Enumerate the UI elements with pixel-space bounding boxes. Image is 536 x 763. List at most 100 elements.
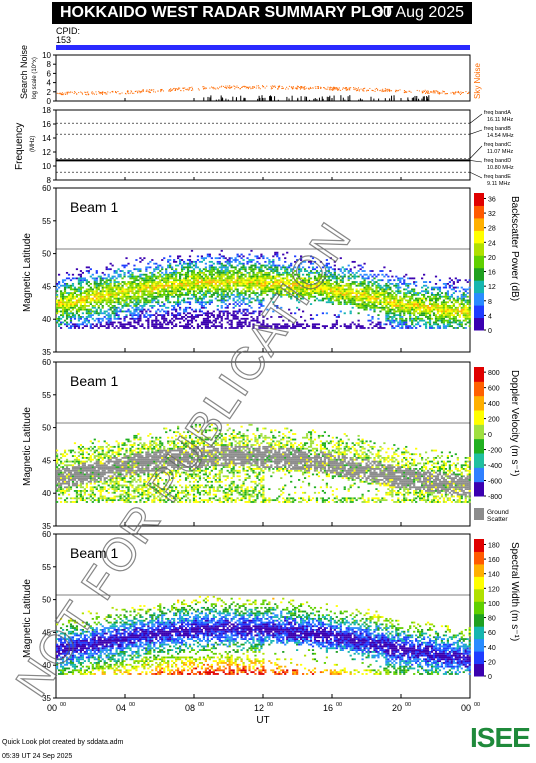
power-panel-cell: [101, 288, 104, 291]
power-panel-cell: [123, 317, 126, 320]
noise-point: [292, 88, 294, 90]
power-panel-cell: [430, 306, 434, 309]
power-panel-cell: [63, 279, 67, 282]
power-panel-cell: [232, 316, 235, 318]
power-panel-cell: [359, 264, 362, 267]
power-panel-cell: [56, 294, 59, 296]
power-panel-cell: [244, 279, 247, 282]
velocity-panel-cell: [71, 497, 75, 500]
power-panel-cell: [403, 288, 406, 291]
power-panel-cell: [119, 286, 122, 289]
power-panel-cell: [216, 275, 219, 278]
power-panel-cell: [290, 275, 293, 278]
power-panel-cell: [385, 273, 388, 276]
power-panel-cell: [329, 266, 332, 269]
power-panel-cell: [171, 314, 174, 317]
power-panel-cell: [468, 286, 471, 289]
velocity-panel-cell: [69, 449, 73, 452]
power-panel-cell: [244, 268, 247, 271]
power-panel-cell: [123, 325, 126, 328]
power-panel-cell: [278, 292, 281, 294]
velocity-panel-cell: [75, 501, 79, 503]
noise-point: [259, 88, 261, 90]
power-panel-cell: [190, 284, 194, 287]
power-panel-cell: [335, 295, 338, 298]
power-panel-cell: [147, 323, 150, 326]
power-panel-cell: [298, 294, 301, 296]
power-panel-cell: [363, 308, 366, 311]
noise-bar: [221, 99, 223, 101]
noise-bar: [243, 97, 245, 101]
power-panel-cell: [192, 273, 196, 276]
power-panel-cell: [57, 310, 61, 313]
power-panel-cell: [428, 295, 432, 298]
velocity-panel-cell: [71, 449, 75, 452]
power-panel-cell: [301, 286, 305, 289]
power-panel-cell: [93, 294, 96, 296]
power-panel-cell: [163, 305, 166, 307]
velocity-panel-cell: [75, 458, 79, 461]
power-panel-cell: [125, 323, 128, 326]
power-panel-cell: [194, 297, 198, 300]
power-panel-cell: [252, 292, 255, 294]
power-panel-cell: [333, 271, 336, 274]
power-panel-cell: [365, 288, 368, 291]
power-panel-cell: [458, 314, 461, 317]
power-panel-cell: [276, 323, 279, 326]
noise-point: [212, 87, 214, 89]
power-panel-cell: [153, 281, 156, 283]
power-panel-cell: [244, 297, 247, 300]
power-panel-cell: [325, 294, 328, 296]
power-panel-cell: [311, 292, 315, 294]
power-panel-cell: [319, 275, 323, 278]
power-panel-cell: [230, 321, 233, 324]
power-panel-cell: [194, 301, 198, 304]
power-panel-cell: [272, 260, 275, 263]
power-panel-cell: [220, 262, 223, 265]
power-panel-cell: [288, 294, 291, 296]
power-panel-cell: [194, 286, 198, 289]
power-panel-cell: [151, 259, 154, 261]
power-panel-cell: [224, 327, 227, 329]
power-panel-cell: [121, 325, 124, 328]
power-panel-cell: [67, 308, 71, 311]
power-panel-cell: [335, 290, 338, 293]
noise-point: [160, 89, 162, 91]
power-panel-cell: [403, 281, 406, 283]
power-panel-cell: [254, 275, 257, 278]
power-panel-cell: [250, 259, 253, 261]
power-panel-colorbar-tick-label: 8: [488, 299, 492, 306]
power-panel-cell: [59, 305, 63, 307]
noise-point: [81, 92, 83, 94]
power-panel-cell: [361, 266, 364, 269]
power-panel-cell: [202, 259, 205, 261]
velocity-panel-cell: [69, 488, 73, 491]
power-panel-cell: [139, 268, 142, 271]
power-panel-cell: [434, 299, 438, 302]
power-panel-cell: [79, 288, 83, 291]
power-panel-cell: [171, 288, 174, 291]
power-panel-cell: [262, 270, 265, 272]
noise-point: [302, 86, 304, 88]
power-panel-cell: [234, 282, 237, 285]
power-panel-cell: [163, 321, 166, 324]
power-panel-cell: [375, 290, 378, 293]
power-panel-cell: [246, 290, 249, 293]
power-panel-cell: [462, 297, 465, 300]
power-panel-cell: [466, 308, 469, 311]
power-panel-cell: [462, 294, 465, 296]
power-panel-cell: [75, 290, 79, 293]
power-panel-cell: [383, 327, 386, 329]
power-panel-cell: [254, 281, 257, 283]
power-panel-cell: [305, 323, 309, 326]
power-panel-cell: [238, 301, 241, 304]
power-panel-cell: [71, 305, 75, 307]
power-panel-cell: [430, 292, 434, 294]
power-panel-cell: [236, 323, 239, 326]
power-panel-colorbar-tick-label: 4: [488, 313, 492, 320]
power-panel-cell: [107, 292, 110, 294]
noise-point: [304, 88, 306, 90]
power-panel-cell: [171, 273, 174, 276]
power-panel-cell: [296, 284, 299, 287]
noise-point: [117, 90, 119, 92]
